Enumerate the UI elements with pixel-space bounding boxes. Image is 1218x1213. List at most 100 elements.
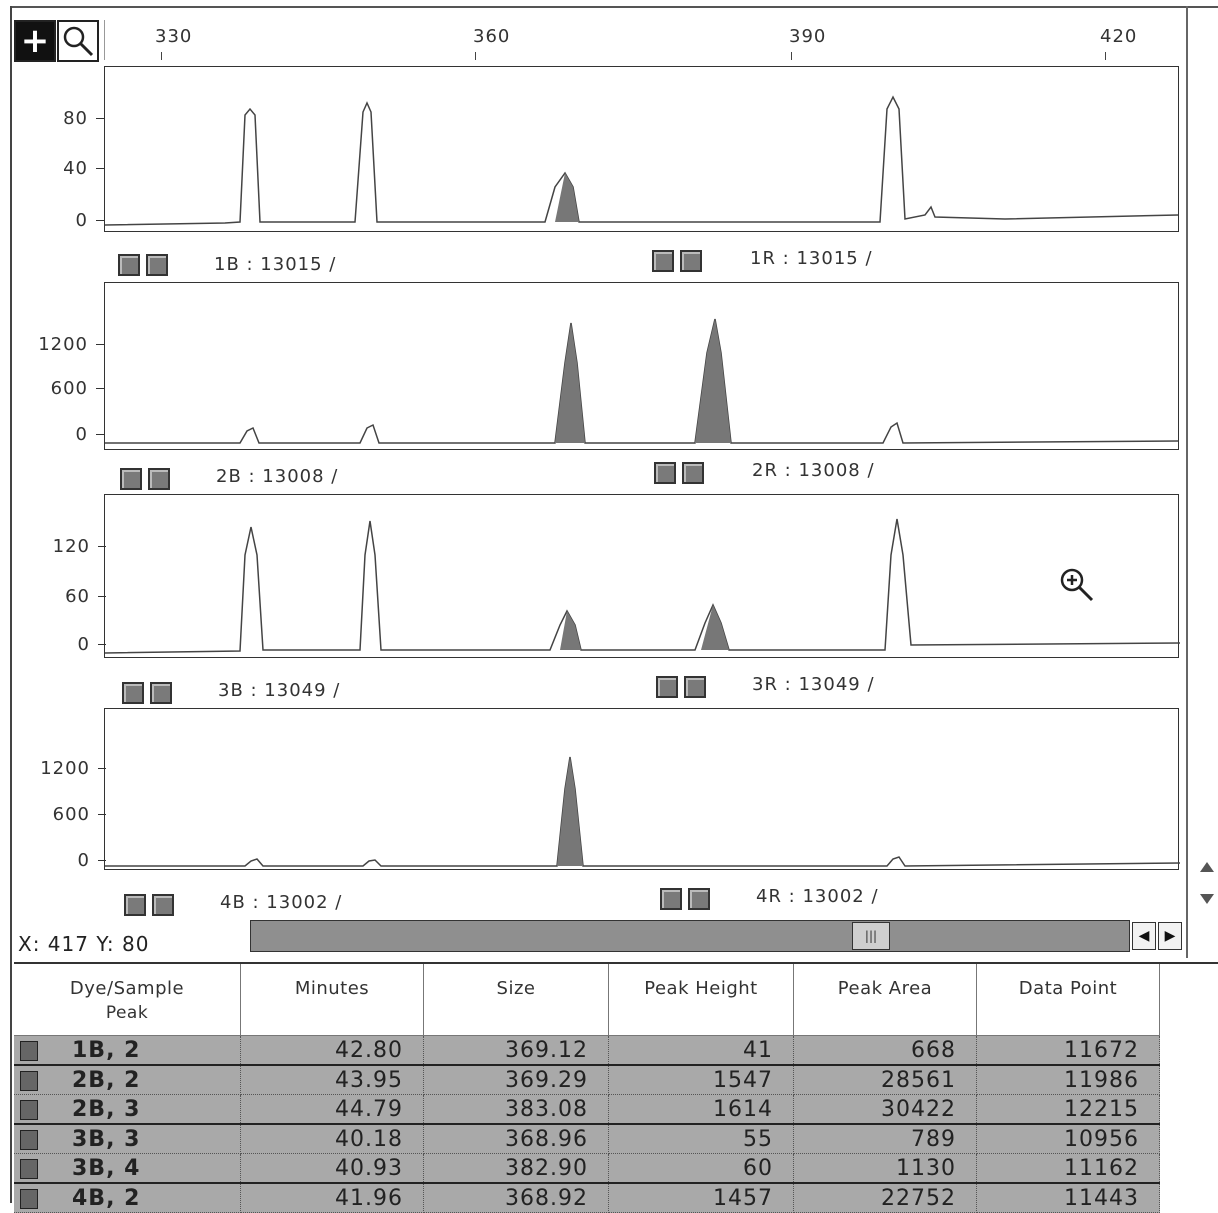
- sample-label-blue: 4B : 13002 /: [220, 892, 343, 913]
- dye-toggle-swatch[interactable]: [120, 468, 142, 490]
- sample-label-red: 2R : 13008 /: [752, 460, 875, 481]
- peak-area-cell: 22752: [793, 1182, 977, 1213]
- electropherogram-panel-3[interactable]: [104, 494, 1180, 658]
- row-color-swatch[interactable]: [20, 1099, 38, 1120]
- table-row[interactable]: 1B, 2 42.80 369.12 41 668 11672: [14, 1035, 1160, 1066]
- y-tick-label: 600: [52, 804, 90, 825]
- y-tick-label: 40: [63, 158, 88, 179]
- dye-toggle-swatch[interactable]: [680, 250, 702, 272]
- y-tick-label: 1200: [40, 758, 90, 779]
- y-tick-label: 600: [50, 378, 88, 399]
- dye-toggle-swatch[interactable]: [660, 888, 682, 910]
- minutes-cell: 40.18: [240, 1123, 424, 1154]
- dye-toggle-swatch[interactable]: [684, 676, 706, 698]
- magnifier-icon[interactable]: [57, 20, 99, 62]
- row-color-swatch[interactable]: [20, 1040, 38, 1061]
- dye-toggle-swatch[interactable]: [682, 462, 704, 484]
- y-tick: [96, 388, 104, 389]
- sample-label-blue: 3B : 13049 /: [218, 680, 341, 701]
- cursor-coordinates: X: 417 Y: 80: [18, 932, 150, 956]
- y-tick: [96, 168, 104, 169]
- table-row[interactable]: 3B, 3 40.18 368.96 55 789 10956: [14, 1123, 1160, 1154]
- dye-toggle-swatch[interactable]: [118, 254, 140, 276]
- dye-sample-value: 4B, 2: [72, 1185, 141, 1211]
- row-color-swatch[interactable]: [20, 1070, 38, 1091]
- ruler-tick: [1105, 52, 1106, 60]
- dye-sample-value: 2B, 3: [72, 1096, 141, 1122]
- data-point-cell: 10956: [976, 1123, 1160, 1154]
- row-color-swatch[interactable]: [20, 1188, 38, 1209]
- dye-toggle-swatch[interactable]: [656, 676, 678, 698]
- minutes-cell: 40.93: [240, 1153, 424, 1184]
- scroll-left-button[interactable]: ◀: [1132, 922, 1156, 950]
- peak-area-cell: 1130: [793, 1153, 977, 1184]
- dye-sample-cell: 1B, 2: [14, 1035, 241, 1066]
- col-peak-area[interactable]: Peak Area: [793, 964, 977, 1036]
- col-minutes[interactable]: Minutes: [240, 964, 424, 1036]
- dye-sample-cell: 4B, 2: [14, 1182, 241, 1213]
- peak-height-cell: 60: [608, 1153, 794, 1184]
- horizontal-scrollbar[interactable]: [250, 920, 1130, 952]
- electropherogram-panel-4[interactable]: [104, 708, 1180, 870]
- dye-toggle-swatch[interactable]: [148, 468, 170, 490]
- ruler-tick-label: 330: [155, 26, 193, 47]
- data-point-cell: 11986: [976, 1064, 1160, 1095]
- y-tick-label: 1200: [38, 334, 88, 355]
- minutes-cell: 44.79: [240, 1094, 424, 1125]
- size-cell: 368.96: [423, 1123, 609, 1154]
- col-dye-sample[interactable]: Dye/Sample Peak: [14, 964, 241, 1036]
- col-header-label: Dye/Sample: [69, 978, 185, 999]
- table-row[interactable]: 2B, 2 43.95 369.29 1547 28561 11986: [14, 1064, 1160, 1095]
- y-tick: [98, 768, 106, 769]
- scroll-right-button[interactable]: ▶: [1158, 922, 1182, 950]
- window-top-border: [10, 6, 1218, 8]
- electropherogram-panel-1[interactable]: [104, 66, 1179, 232]
- scrollbar-thumb[interactable]: |||: [852, 922, 890, 950]
- window-right-border: [1186, 6, 1188, 958]
- dye-toggle-swatch[interactable]: [654, 462, 676, 484]
- vertical-scroll-arrows[interactable]: [1196, 848, 1218, 918]
- y-tick-label: 60: [65, 586, 90, 607]
- peak-height-cell: 1614: [608, 1094, 794, 1125]
- peak-height-cell: 55: [608, 1123, 794, 1154]
- dye-toggle-swatch[interactable]: [150, 682, 172, 704]
- table-row[interactable]: 2B, 3 44.79 383.08 1614 30422 12215: [14, 1094, 1160, 1125]
- y-tick: [96, 220, 104, 221]
- row-color-swatch[interactable]: [20, 1129, 38, 1150]
- sample-label-blue: 1B : 13015 /: [214, 254, 337, 275]
- trace-plot-4: [105, 756, 1180, 867]
- col-data-point[interactable]: Data Point: [976, 964, 1160, 1036]
- electropherogram-panel-2[interactable]: [104, 282, 1179, 450]
- ruler-tick: [791, 52, 792, 60]
- peak-height-cell: 1547: [608, 1064, 794, 1095]
- size-cell: 368.92: [423, 1182, 609, 1213]
- data-point-cell: 11443: [976, 1182, 1160, 1213]
- data-point-cell: 11672: [976, 1035, 1160, 1066]
- minutes-cell: 43.95: [240, 1064, 424, 1095]
- dye-toggle-swatch[interactable]: [652, 250, 674, 272]
- dye-toggle-swatch[interactable]: [122, 682, 144, 704]
- col-peak-height[interactable]: Peak Height: [608, 964, 794, 1036]
- y-tick: [98, 596, 106, 597]
- ruler-tick-label: 420: [1100, 26, 1138, 47]
- row-color-swatch[interactable]: [20, 1158, 38, 1179]
- dye-sample-cell: 3B, 4: [14, 1153, 241, 1184]
- dye-toggle-swatch[interactable]: [688, 888, 710, 910]
- trace-plot-1: [105, 95, 1178, 226]
- dye-toggle-swatch[interactable]: [146, 254, 168, 276]
- table-row[interactable]: 4B, 2 41.96 368.92 1457 22752 11443: [14, 1182, 1160, 1213]
- dye-sample-cell: 2B, 3: [14, 1094, 241, 1125]
- y-tick-label: 0: [75, 424, 88, 445]
- y-tick: [98, 814, 106, 815]
- col-header-sub: Peak: [105, 1003, 149, 1023]
- col-size[interactable]: Size: [423, 964, 609, 1036]
- dye-toggle-swatch[interactable]: [124, 894, 146, 916]
- y-tick: [98, 546, 106, 547]
- size-cell: 369.12: [423, 1035, 609, 1066]
- table-row[interactable]: 3B, 4 40.93 382.90 60 1130 11162: [14, 1153, 1160, 1184]
- dye-sample-value: 1B, 2: [72, 1037, 141, 1063]
- data-point-cell: 12215: [976, 1094, 1160, 1125]
- zoom-crosshair-tool[interactable]: +: [14, 20, 56, 62]
- dye-toggle-swatch[interactable]: [152, 894, 174, 916]
- dye-sample-cell: 2B, 2: [14, 1064, 241, 1095]
